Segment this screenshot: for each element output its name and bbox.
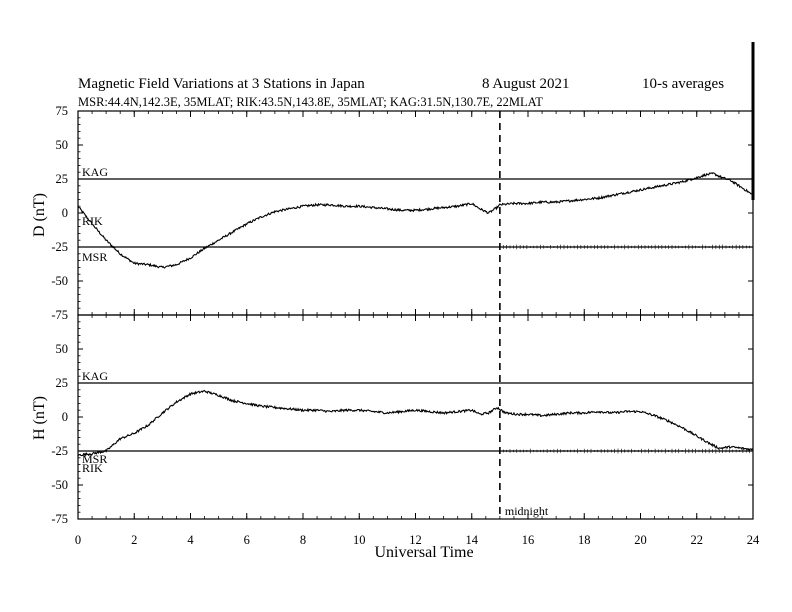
d-plot-frame: [77, 110, 754, 316]
d-y-tick-label: -25: [51, 240, 68, 254]
h-label-kag: KAG: [82, 369, 108, 383]
chart-title: Magnetic Field Variations at 3 Stations …: [78, 76, 365, 92]
x-tick-label: 10: [353, 533, 366, 547]
chart-stations-info: MSR:44.4N,142.3E, 35MLAT; RIK:43.5N,143.…: [78, 95, 543, 109]
x-tick-label: 8: [300, 533, 306, 547]
midnight-label: midnight: [505, 504, 549, 518]
d-y-tick-label: -50: [51, 274, 68, 288]
x-tick-label: 20: [634, 533, 647, 547]
chart-date: 8 August 2021: [482, 76, 570, 92]
d-y-tick-label: 75: [56, 104, 69, 118]
d-label-rik: RIK: [82, 214, 103, 228]
d-label-msr: MSR: [82, 250, 107, 264]
x-tick-label: 12: [409, 533, 422, 547]
d-y-tick-label: -75: [51, 308, 68, 322]
h-series-rik-line: [77, 389, 754, 457]
h-y-tick-label: 50: [56, 342, 69, 356]
d-series-rik-line: [77, 172, 754, 269]
h-y-tick-label: 25: [56, 376, 69, 390]
x-tick-label: 0: [75, 533, 81, 547]
x-tick-label: 22: [691, 533, 704, 547]
chart-averaging: 10-s averages: [642, 76, 724, 92]
x-tick-label: 14: [466, 533, 479, 547]
x-tick-label: 16: [522, 533, 535, 547]
h-y-tick-label: 0: [62, 410, 68, 424]
x-tick-label: 2: [131, 533, 137, 547]
d-y-tick-label: 25: [56, 172, 69, 186]
x-axis-label: Universal Time: [374, 544, 473, 561]
panel-d: 75 50 25 0 -25 -50 -75 KAG RIK MSR: [51, 104, 754, 322]
h-y-tick-label: -25: [51, 444, 68, 458]
x-tick-label: 4: [187, 533, 194, 547]
h-y-tick-label: -75: [51, 512, 68, 526]
x-tick-label: 24: [747, 533, 760, 547]
x-tick-label: 6: [244, 533, 250, 547]
h-label-msr: MSR: [82, 452, 107, 466]
d-label-kag: KAG: [82, 165, 108, 179]
h-plot-frame: [77, 314, 754, 520]
d-y-tick-label: 0: [62, 206, 68, 220]
h-label-rik: RIK: [82, 461, 103, 475]
x-tick-label: 18: [578, 533, 591, 547]
d-y-tick-label: 50: [56, 138, 69, 152]
h-axis-label: H (nT): [31, 396, 48, 440]
h-y-tick-label: -50: [51, 478, 68, 492]
d-axis-label: D (nT): [31, 193, 48, 237]
